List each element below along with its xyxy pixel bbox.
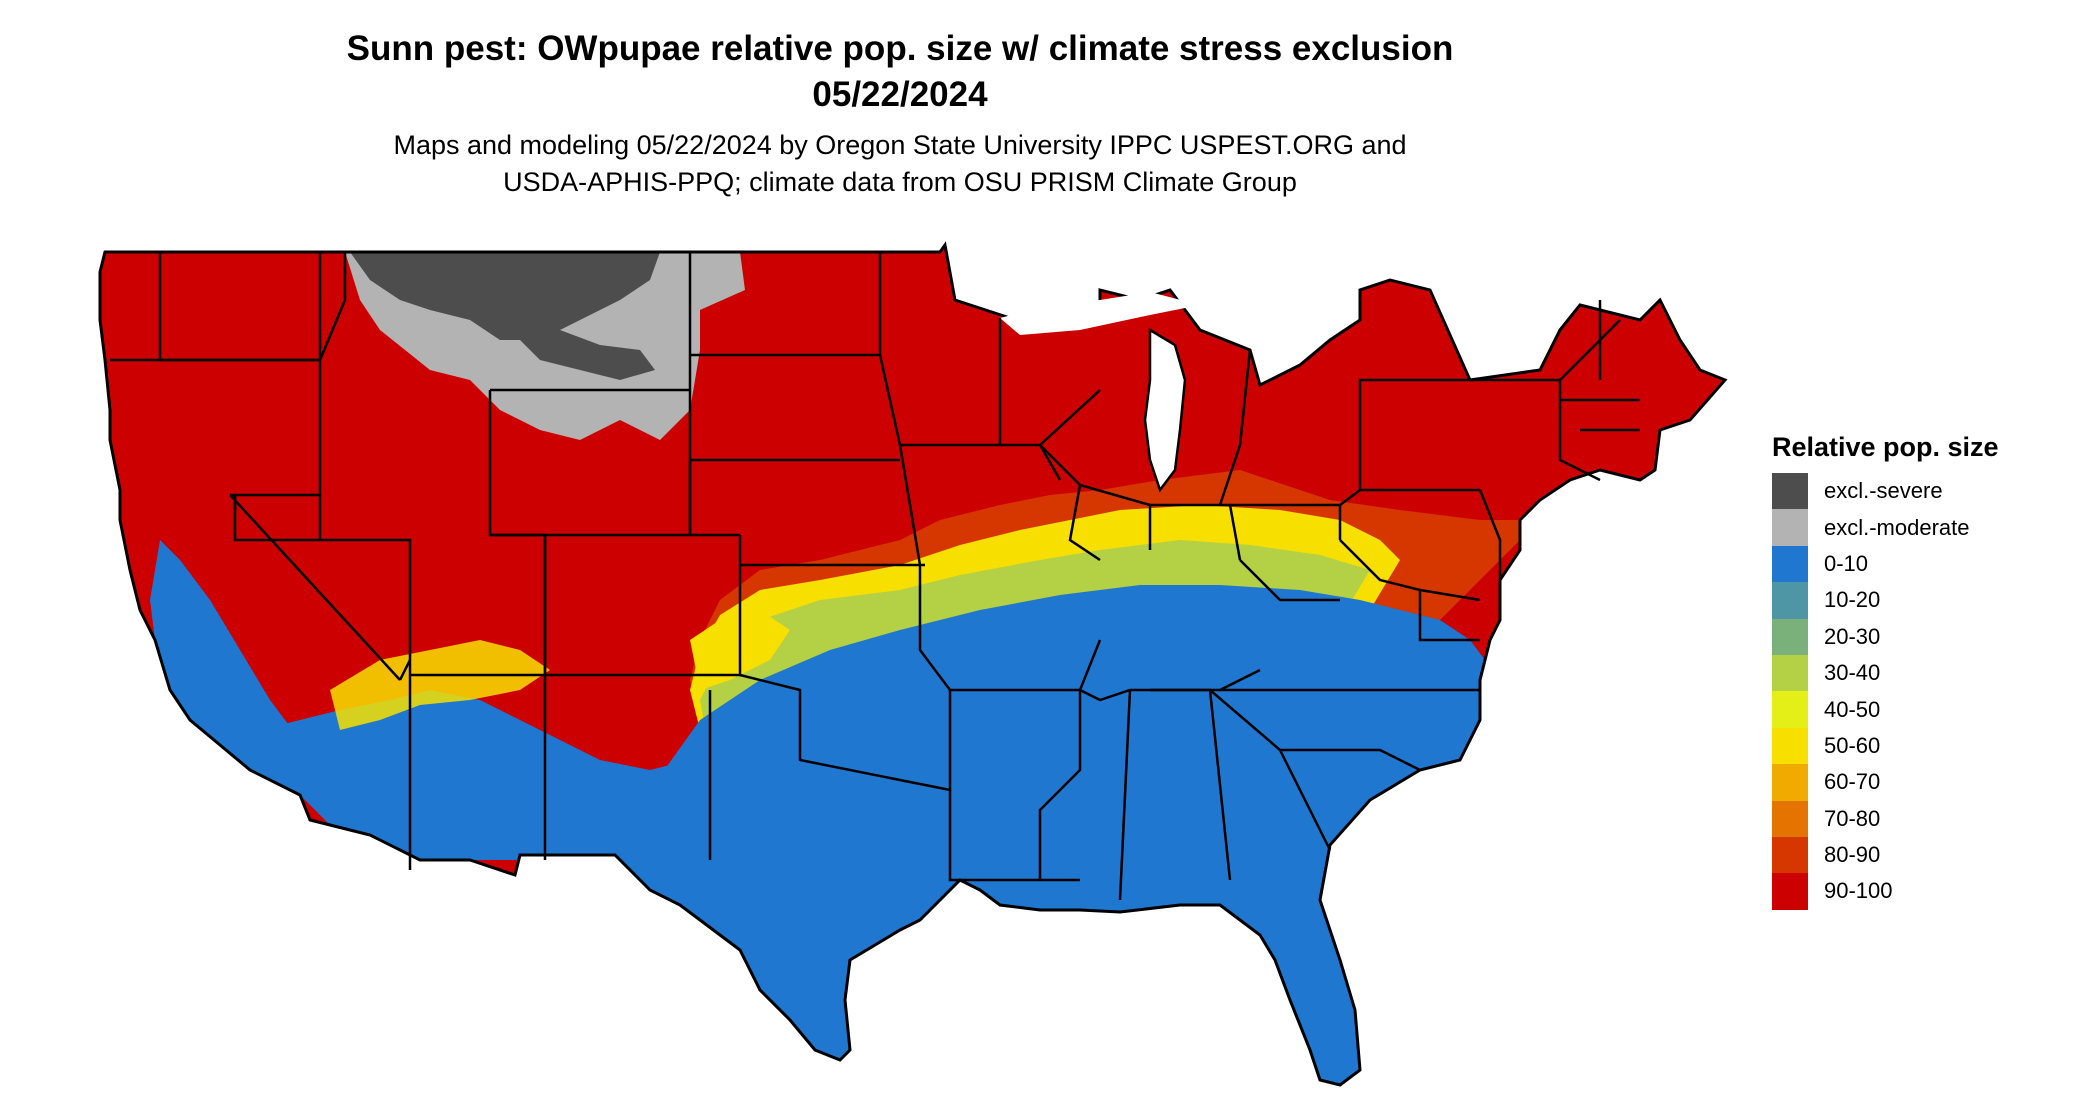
legend-label: 90-100 — [1824, 878, 1893, 904]
legend-item: 70-80 — [1772, 800, 1999, 837]
legend-item: 90-100 — [1772, 873, 1999, 910]
legend: Relative pop. size excl.-severe excl.-mod… — [1772, 432, 1999, 910]
map-title: Sunn pest: OWpupae relative pop. size w/… — [346, 29, 1454, 68]
legend-label: 10-20 — [1824, 587, 1881, 613]
legend-swatch — [1772, 618, 1808, 655]
legend-item: 80-90 — [1772, 836, 1999, 874]
map-date: 05/22/2024 — [812, 75, 988, 114]
map-credits-line1: Maps and modeling 05/22/2024 by Oregon S… — [393, 130, 1407, 160]
legend-label: excl.-severe — [1824, 478, 1943, 504]
legend-label: 30-40 — [1824, 660, 1881, 686]
legend-item: 0-10 — [1772, 545, 1999, 583]
legend-items: excl.-severe excl.-moderate 0-10 10-20 20-30… — [1772, 473, 1999, 910]
legend-swatch — [1772, 654, 1808, 692]
legend-label: 60-70 — [1824, 769, 1881, 795]
legend-item: 30-40 — [1772, 654, 1999, 692]
us-map — [98, 241, 1728, 1087]
legend-label: 50-60 — [1824, 732, 1881, 758]
legend-swatch — [1772, 873, 1808, 910]
legend-swatch — [1772, 545, 1808, 583]
legend-label: 40-50 — [1824, 696, 1881, 722]
legend-swatch — [1772, 727, 1808, 765]
legend-swatch — [1772, 582, 1808, 619]
legend-label: 80-90 — [1824, 842, 1881, 868]
legend-swatch — [1772, 473, 1808, 510]
legend-item: 50-60 — [1772, 727, 1999, 765]
legend-swatch — [1772, 691, 1808, 728]
legend-swatch — [1772, 509, 1808, 546]
legend-item: 20-30 — [1772, 618, 1999, 655]
legend-swatch — [1772, 836, 1808, 874]
legend-item: 40-50 — [1772, 691, 1999, 728]
legend-item: 60-70 — [1772, 764, 1999, 801]
legend-item: 10-20 — [1772, 582, 1999, 619]
legend-label: 70-80 — [1824, 805, 1881, 831]
legend-title: Relative pop. size — [1772, 432, 1999, 462]
legend-label: 0-10 — [1824, 550, 1869, 576]
legend-swatch — [1772, 800, 1808, 837]
legend-swatch — [1772, 764, 1808, 801]
legend-label: 20-30 — [1824, 623, 1881, 649]
map-credits-line2: USDA-APHIS-PPQ; climate data from OSU PR… — [503, 167, 1297, 197]
legend-item: excl.-moderate — [1772, 509, 1999, 546]
legend-item: excl.-severe — [1772, 473, 1999, 510]
legend-label: excl.-moderate — [1824, 514, 1970, 540]
